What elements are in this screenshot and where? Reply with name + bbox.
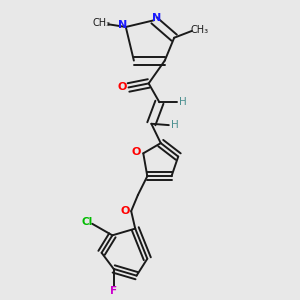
Text: O: O xyxy=(132,147,141,157)
Text: H: H xyxy=(179,97,187,107)
Text: Cl: Cl xyxy=(81,218,92,227)
Text: CH₃: CH₃ xyxy=(92,19,111,28)
Text: CH₃: CH₃ xyxy=(190,25,208,35)
Text: O: O xyxy=(121,206,130,216)
Text: N: N xyxy=(118,20,128,30)
Text: F: F xyxy=(110,286,117,296)
Text: O: O xyxy=(118,82,127,92)
Text: N: N xyxy=(152,13,161,22)
Text: H: H xyxy=(171,120,178,130)
